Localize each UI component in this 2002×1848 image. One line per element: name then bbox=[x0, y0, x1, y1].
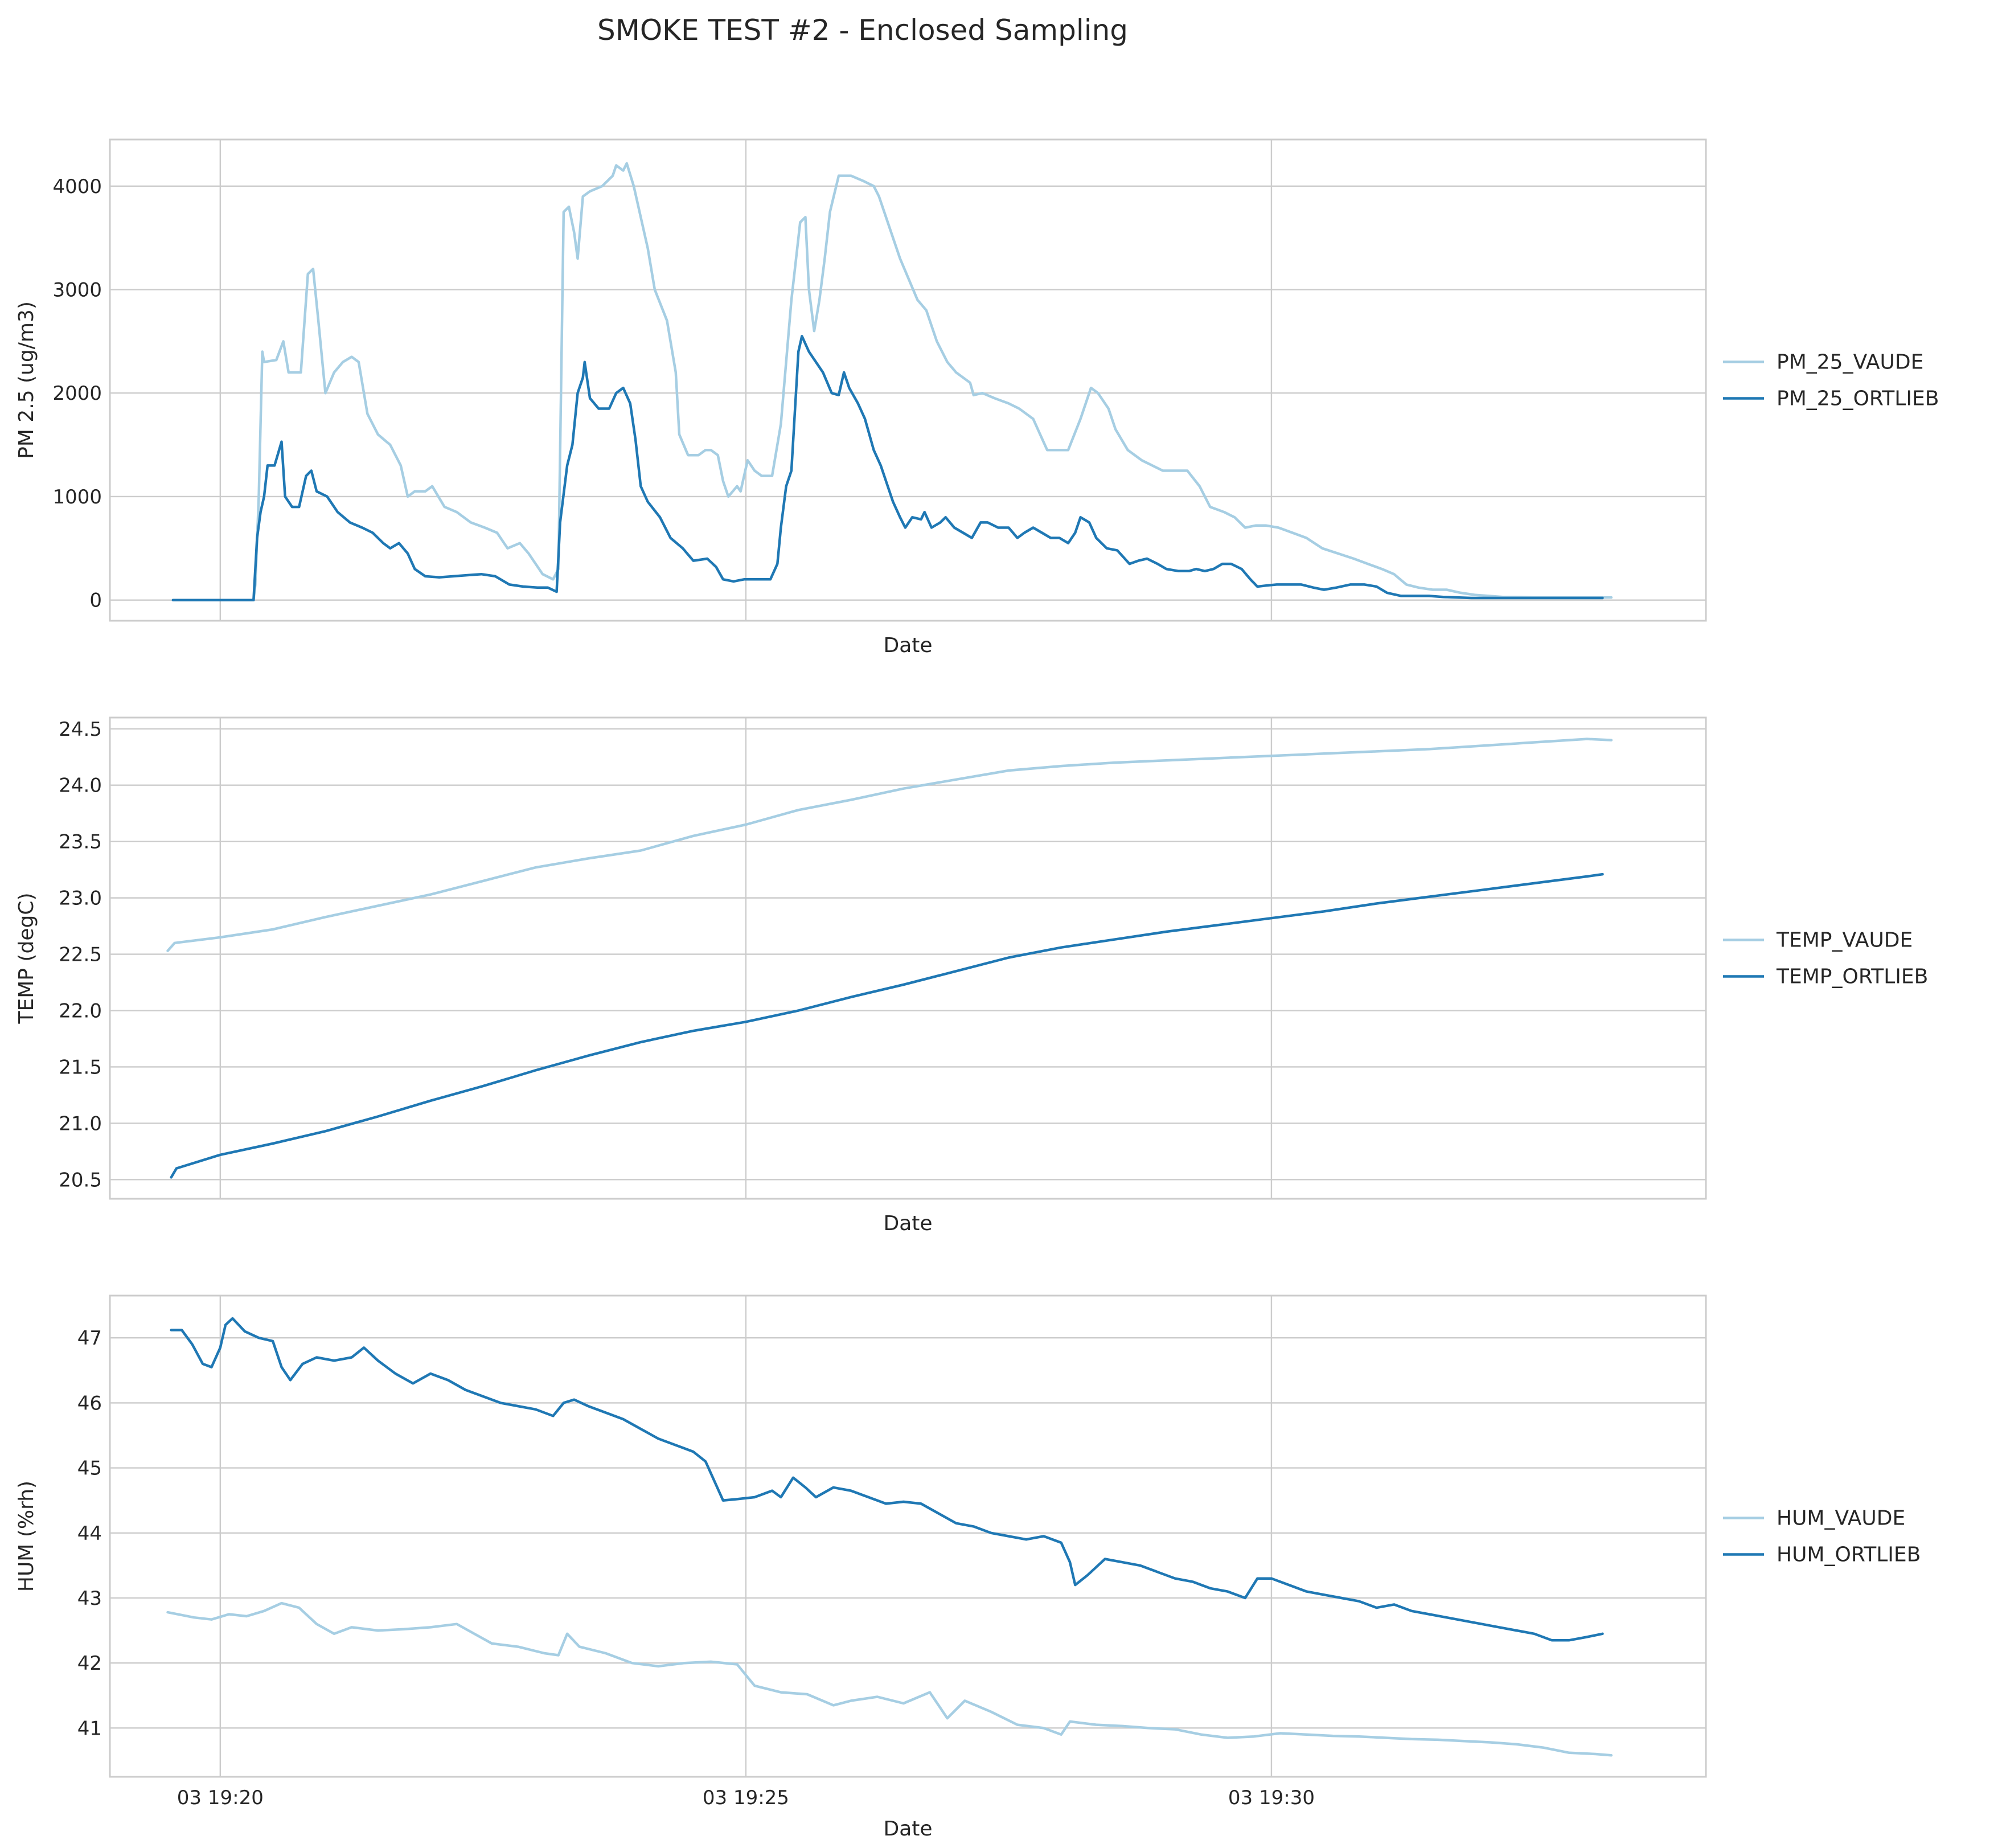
axes-frame bbox=[109, 138, 1707, 622]
y-tick-label: 42 bbox=[77, 1652, 102, 1675]
y-tick-label: 41 bbox=[77, 1717, 102, 1740]
y-tick-label: 47 bbox=[77, 1327, 102, 1350]
panel-1: 0 1000 2000 3000 4000 Date PM 2.5 (ug/m3) PM_25… bbox=[15, 138, 1939, 657]
x-tick-label: 03 19:25 bbox=[703, 1786, 789, 1809]
panel-2: 20.5 21.0 21.5 22.0 22.5 23.0 23.5 24.0 24.5 Date… bbox=[15, 716, 1928, 1235]
series-line-pm-25-ortlieb bbox=[171, 335, 1604, 601]
panel-3: 41 42 43 44 45 46 47 03 19:20 03 19:25 03 19:30 Da… bbox=[15, 1294, 1921, 1841]
y-tick-label: 20.5 bbox=[59, 1169, 102, 1191]
legend-label: PM_25_VAUDE bbox=[1777, 351, 1923, 374]
y-tick-label: 45 bbox=[77, 1457, 102, 1480]
legend-label: TEMP_VAUDE bbox=[1776, 929, 1913, 952]
y-tick-label: 2000 bbox=[52, 382, 102, 405]
y-axis-label: TEMP (degC) bbox=[15, 892, 38, 1024]
x-tick-label: 03 19:30 bbox=[1228, 1786, 1315, 1809]
x-axis-label: Date bbox=[883, 1212, 932, 1235]
y-axis-label: HUM (%rh) bbox=[15, 1481, 38, 1592]
y-tick-label: 44 bbox=[77, 1522, 102, 1545]
legend: HUM_VAUDE HUM_ORTLIEB bbox=[1723, 1507, 1921, 1567]
legend-label: HUM_VAUDE bbox=[1777, 1507, 1905, 1530]
legend-label: PM_25_ORTLIEB bbox=[1777, 387, 1939, 411]
y-tick-label: 3000 bbox=[52, 278, 102, 301]
legend: PM_25_VAUDE PM_25_ORTLIEB bbox=[1723, 351, 1939, 411]
y-tick-label: 43 bbox=[77, 1587, 102, 1610]
y-tick-label: 24.0 bbox=[59, 775, 102, 797]
x-axis-label: Date bbox=[883, 1817, 932, 1841]
y-tick-label: 46 bbox=[77, 1392, 102, 1415]
series-line-temp-ortlieb bbox=[170, 872, 1604, 1179]
x-axis-label: Date bbox=[883, 634, 932, 657]
y-tick-label: 0 bbox=[89, 589, 102, 612]
series-line-hum-ortlieb bbox=[170, 1317, 1604, 1642]
axes-frame bbox=[109, 1294, 1707, 1778]
y-tick-label: 21.5 bbox=[59, 1056, 102, 1079]
axes-frame bbox=[109, 716, 1707, 1200]
series-line-pm-25-vaude bbox=[171, 162, 1613, 601]
y-tick-label: 23.0 bbox=[59, 887, 102, 910]
legend: TEMP_VAUDE TEMP_ORTLIEB bbox=[1723, 929, 1928, 989]
y-tick-label: 24.5 bbox=[59, 718, 102, 741]
series-line-hum-vaude bbox=[166, 1601, 1613, 1757]
legend-label: HUM_ORTLIEB bbox=[1777, 1543, 1921, 1567]
series-line-temp-vaude bbox=[166, 737, 1613, 952]
legend-label: TEMP_ORTLIEB bbox=[1776, 965, 1928, 989]
y-axis-label: PM 2.5 (ug/m3) bbox=[15, 301, 38, 459]
x-tick-label: 03 19:20 bbox=[177, 1786, 264, 1809]
y-tick-label: 1000 bbox=[52, 486, 102, 509]
y-tick-label: 23.5 bbox=[59, 831, 102, 854]
y-tick-label: 22.0 bbox=[59, 1000, 102, 1023]
y-tick-label: 4000 bbox=[52, 175, 102, 198]
y-tick-label: 22.5 bbox=[59, 944, 102, 966]
y-tick-label: 21.0 bbox=[59, 1112, 102, 1135]
figure-title: SMOKE TEST #2 - Enclosed Sampling bbox=[597, 14, 1128, 47]
